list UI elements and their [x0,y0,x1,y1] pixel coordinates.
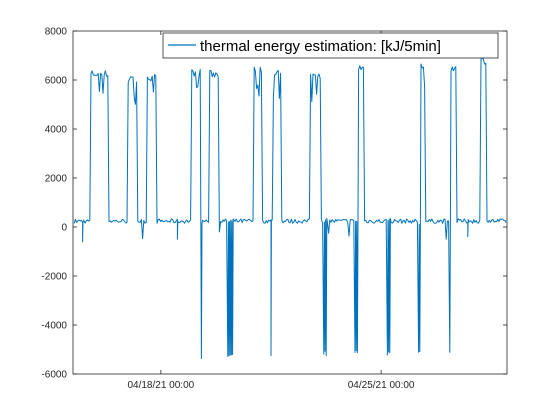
y-tick-label: 2000 [45,174,68,185]
y-tick-label: 0 [61,223,67,234]
y-tick-label: -2000 [41,272,67,283]
y-tick-label: 6000 [45,76,68,87]
x-axis: 04/18/21 00:00 04/25/21 00:00 [127,31,415,391]
y-tick-label: -6000 [41,370,67,381]
x-tick-label: 04/25/21 00:00 [348,380,415,391]
x-tick-label: 04/18/21 00:00 [127,380,194,391]
plot-area [72,30,508,375]
y-axis: -6000 -4000 -2000 0 2000 4000 6000 8000 [41,27,507,381]
legend-label: thermal energy estimation: [kJ/5min] [200,38,441,55]
series-line [73,57,507,360]
legend-box [162,32,499,59]
axes-frame [72,30,508,375]
series-layer [73,57,507,360]
y-tick-label: 4000 [45,125,68,136]
y-tick-label: -4000 [41,321,67,332]
axes-box [73,31,507,374]
legend: thermal energy estimation: [kJ/5min] [162,32,499,59]
y-tick-label: 8000 [45,27,68,38]
